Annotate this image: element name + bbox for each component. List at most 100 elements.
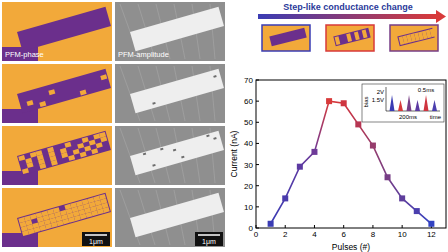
phase-bar-body [17, 131, 111, 176]
phase-panel [2, 64, 112, 123]
phase-background [2, 188, 112, 247]
switched-domain [45, 223, 52, 229]
inset-level: 1.5V [372, 97, 384, 103]
switched-domain [89, 140, 96, 146]
y-tick [256, 101, 259, 102]
data-point [399, 195, 405, 201]
domain-wall [213, 137, 216, 140]
x-tick [256, 225, 257, 228]
phase-label: PFM-phase [5, 50, 44, 59]
x-tick-label: 10 [398, 230, 407, 239]
inset-level: 2V [377, 89, 384, 95]
x-tick-label: 8 [371, 230, 376, 239]
switched-domain [62, 218, 69, 224]
thumbnail-domain [333, 28, 370, 46]
phase-bar-body [17, 7, 111, 52]
switched-domain [96, 142, 103, 148]
inset-pulse [398, 100, 403, 111]
amplitude-background [115, 64, 225, 123]
y-tick [256, 80, 259, 81]
phase-bar-body [17, 193, 111, 238]
domain-wall [181, 156, 184, 159]
inset-pulse [407, 95, 412, 111]
amplitude-panel [115, 126, 225, 185]
data-point [326, 98, 332, 104]
thumbnail-bar [397, 28, 435, 47]
x-tick [343, 225, 344, 228]
x-tick [285, 225, 286, 228]
scale-bar [198, 234, 220, 236]
title-arrow-head [436, 10, 446, 23]
y-tick [256, 164, 259, 165]
y-tick [256, 122, 259, 123]
thumbnail [390, 25, 438, 51]
phase-bar-body [17, 69, 111, 114]
inset-pulse [424, 95, 429, 111]
switched-domain [64, 142, 71, 148]
phase-domain [2, 233, 38, 247]
x-tick-label: 4 [312, 230, 317, 239]
data-point [355, 121, 361, 127]
amplitude-bar [130, 131, 224, 176]
amplitude-bar [130, 193, 224, 238]
y-tick-label: 30 [244, 161, 253, 170]
amplitude-background [115, 2, 225, 61]
thumbnail-switched [354, 31, 360, 40]
data-point [311, 149, 317, 155]
inset-x-label: time [430, 114, 442, 120]
phase-domain [2, 171, 38, 185]
switched-domain [74, 215, 81, 221]
thumbnail-bar [333, 28, 370, 46]
inset-annotation: 200ms [399, 114, 417, 120]
switched-domain [93, 134, 100, 140]
data-point [341, 100, 347, 106]
data-line [271, 101, 432, 224]
switched-domain [85, 212, 92, 218]
switched-domain [91, 148, 98, 154]
switched-domain [77, 143, 84, 149]
y-tick-label: 70 [244, 76, 253, 85]
switched-domain [100, 136, 107, 142]
switched-domain [18, 155, 25, 161]
inset-y-label: bias [363, 96, 369, 107]
amplitude-background [115, 188, 225, 247]
scale-bar [85, 234, 107, 236]
domain-wall [160, 148, 163, 151]
inset-pulse [432, 100, 437, 111]
x-tick-label: 12 [427, 230, 436, 239]
plot-frame [256, 80, 446, 228]
y-tick-label: 60 [244, 97, 253, 106]
thumbnail-bar [269, 28, 306, 46]
x-tick [314, 225, 315, 228]
scale-label: 1μm [202, 238, 216, 246]
phase-background [2, 64, 112, 123]
scale-label: 1μm [89, 238, 103, 246]
domain-wall [152, 102, 155, 105]
data-group [268, 98, 435, 227]
switched-domain [91, 210, 98, 216]
phase-panel [2, 2, 112, 61]
switched-domain [51, 222, 58, 228]
switched-domain [103, 207, 110, 213]
chart-title: Step-like conductance change [283, 2, 413, 12]
phase-bar [17, 193, 111, 238]
switched-domain [39, 101, 46, 107]
scale-box [195, 232, 223, 246]
thumbnail-switched [346, 33, 352, 42]
switched-domain [80, 214, 87, 220]
amplitude-background [115, 126, 225, 185]
inset-y-axis [386, 87, 387, 111]
switched-domain [100, 74, 107, 80]
domain-wall [173, 149, 176, 152]
switched-domain [97, 209, 104, 215]
switched-domain [39, 225, 46, 231]
data-point [297, 164, 303, 170]
domain-wall [143, 153, 146, 156]
thumbnail-switched [362, 29, 368, 38]
domain-wall [213, 75, 216, 78]
switched-domain [80, 152, 87, 158]
switched-domain [27, 162, 34, 168]
y-tick-label: 10 [244, 203, 253, 212]
amplitude-panel [115, 64, 225, 123]
phase-background [2, 2, 112, 61]
